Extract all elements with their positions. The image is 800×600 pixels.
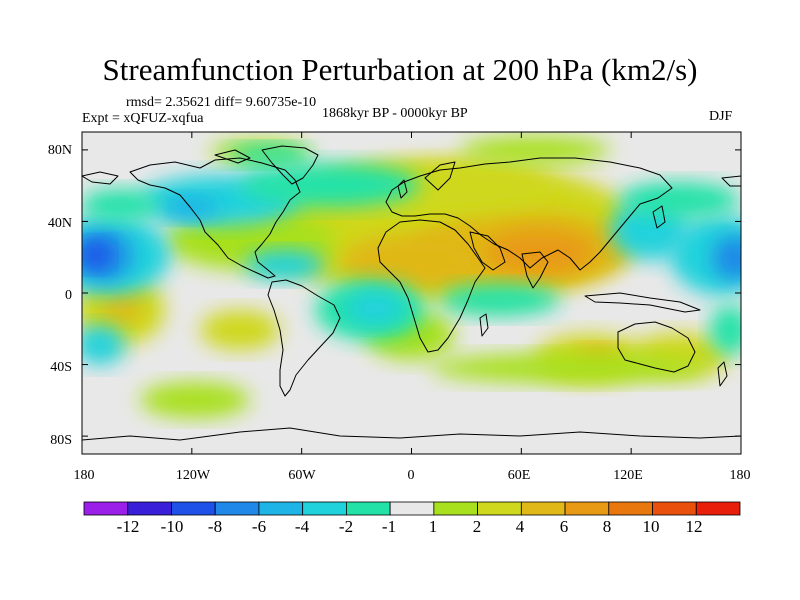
- coastline-scandinavia: [424, 161, 456, 191]
- coastline-arabia: [469, 231, 506, 271]
- coastline-siberia-edge: [721, 175, 741, 187]
- colorbar-swatch: [564, 501, 610, 516]
- coastline-africa: [377, 219, 486, 353]
- coastline-arctic-islands: [214, 149, 251, 164]
- contour-region: [710, 305, 741, 355]
- x-tick-label: 180: [73, 468, 95, 483]
- x-tick-label: 60W: [288, 468, 316, 483]
- colorbar-swatch: [127, 501, 172, 516]
- colorbar-swatch: [83, 501, 129, 516]
- colorbar-label: -6: [251, 517, 267, 536]
- coastline-alaska-edge: [82, 171, 119, 185]
- axis-ticks: [81, 132, 742, 454]
- contour-region: [245, 250, 325, 280]
- y-tick-label: 40S: [50, 360, 72, 375]
- x-tick-label: 60E: [507, 468, 531, 483]
- contour-field: [82, 136, 741, 418]
- contour-region: [82, 241, 110, 269]
- colorbar-swatch: [171, 501, 216, 516]
- colorbar-swatch: [652, 501, 697, 516]
- coastline-indonesia: [584, 292, 701, 313]
- colorbar-swatch: [345, 501, 391, 516]
- colorbar-label: -4: [294, 517, 310, 536]
- colorbar-label: 2: [472, 517, 482, 536]
- colorbar-label: 8: [602, 517, 612, 536]
- colorbar: [83, 501, 741, 516]
- coastline-madagascar: [479, 313, 489, 337]
- y-tick-label: 80S: [50, 433, 72, 448]
- contour-region: [200, 310, 280, 350]
- contour-region: [713, 236, 741, 280]
- colorbar-swatch: [520, 501, 566, 516]
- contour-region: [160, 196, 220, 220]
- colorbar-swatch: [258, 501, 304, 516]
- coastline-greenland: [261, 145, 319, 185]
- colorbar-label: -2: [338, 517, 354, 536]
- contour-region: [345, 290, 405, 326]
- colorbar-swatch: [477, 501, 522, 516]
- contour-region: [140, 382, 250, 418]
- coastline-north-america: [129, 157, 301, 279]
- chart-title: Streamfunction Perturbation at 200 hPa (…: [102, 52, 698, 87]
- contour-region: [102, 294, 142, 322]
- stats-text: rmsd= 2.35621 diff= 9.60735e-10: [126, 95, 317, 110]
- y-tick-label: 40N: [47, 216, 72, 231]
- experiment-label: Expt = xQFUZ-xqfua: [82, 111, 204, 126]
- contour-region: [82, 325, 125, 365]
- y-tick-label: 0: [65, 288, 72, 303]
- contour-region: [460, 136, 610, 164]
- colorbar-swatch: [608, 501, 653, 516]
- colorbar-swatch: [389, 501, 435, 516]
- season-label: DJF: [709, 109, 733, 124]
- coastline-antarctica: [82, 427, 741, 441]
- coastline-south-america: [267, 279, 341, 397]
- colorbar-label: 1: [428, 517, 438, 536]
- colorbar-swatch: [695, 501, 741, 516]
- colorbar-swatch: [302, 501, 347, 516]
- coastline-new-zealand: [717, 361, 728, 387]
- x-tick-label: 0: [407, 468, 415, 483]
- period-label: 1868kyr BP - 0000kyr BP: [322, 106, 468, 121]
- contour-region: [440, 284, 560, 316]
- colorbar-label: 4: [515, 517, 525, 536]
- colorbar-swatch: [214, 501, 260, 516]
- colorbar-label: -10: [160, 517, 184, 536]
- coastline-japan: [652, 205, 666, 229]
- coastline-india: [521, 251, 549, 289]
- colorbar-label: -1: [381, 517, 397, 536]
- coastline-british-isles: [397, 179, 408, 199]
- contour-region: [82, 189, 160, 221]
- colorbar-label: -12: [116, 517, 140, 536]
- coastlines: [82, 145, 741, 441]
- contour-region: [430, 353, 710, 383]
- coastline-australia: [617, 321, 696, 373]
- contour-region: [340, 234, 480, 290]
- x-tick-label: 120E: [613, 468, 643, 483]
- contour-region: [240, 163, 420, 207]
- contour-region: [620, 182, 740, 218]
- colorbar-label: -8: [207, 517, 223, 536]
- x-tick-label: 180: [729, 468, 751, 483]
- y-tick-label: 80N: [47, 143, 72, 158]
- colorbar-label: 12: [685, 517, 703, 536]
- coastline-eurasia: [385, 157, 673, 271]
- colorbar-swatch: [433, 501, 479, 516]
- colorbar-label: 6: [559, 517, 569, 536]
- colorbar-label: 10: [642, 517, 660, 536]
- x-tick-label: 120W: [175, 468, 211, 483]
